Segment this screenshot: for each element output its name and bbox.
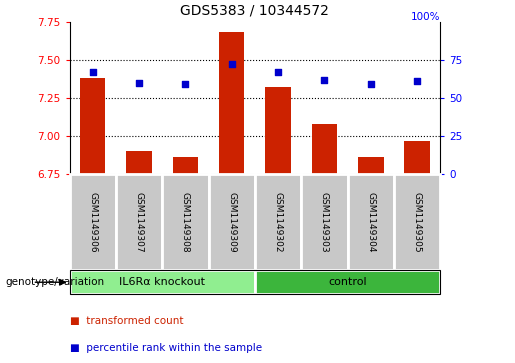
Point xyxy=(228,62,236,68)
Text: GSM1149303: GSM1149303 xyxy=(320,192,329,253)
Bar xyxy=(404,141,430,174)
Bar xyxy=(301,174,348,270)
Text: GSM1149307: GSM1149307 xyxy=(134,192,144,253)
Point xyxy=(89,69,97,75)
Bar xyxy=(70,174,116,270)
Text: genotype/variation: genotype/variation xyxy=(5,277,104,287)
Bar xyxy=(348,174,394,270)
Bar xyxy=(312,124,337,174)
Bar xyxy=(173,158,198,174)
Bar xyxy=(265,87,291,174)
Text: ■  transformed count: ■ transformed count xyxy=(70,316,183,326)
Bar xyxy=(358,158,384,174)
Point xyxy=(274,69,282,75)
Bar xyxy=(80,78,106,174)
Bar xyxy=(219,32,245,174)
Point xyxy=(181,81,190,87)
Bar xyxy=(209,174,255,270)
Title: GDS5383 / 10344572: GDS5383 / 10344572 xyxy=(180,4,330,18)
Text: control: control xyxy=(328,277,367,287)
Point xyxy=(320,77,329,83)
Text: GSM1149309: GSM1149309 xyxy=(227,192,236,253)
Bar xyxy=(162,174,209,270)
Text: GSM1149305: GSM1149305 xyxy=(413,192,422,253)
Bar xyxy=(255,270,440,294)
Text: IL6Rα knockout: IL6Rα knockout xyxy=(119,277,205,287)
Bar xyxy=(126,151,152,174)
Bar xyxy=(255,174,301,270)
Bar xyxy=(116,174,162,270)
Point xyxy=(367,81,375,87)
Text: GSM1149308: GSM1149308 xyxy=(181,192,190,253)
Point xyxy=(135,80,143,86)
Bar xyxy=(394,174,440,270)
Text: GSM1149302: GSM1149302 xyxy=(273,192,283,253)
Text: GSM1149304: GSM1149304 xyxy=(366,192,375,253)
Point xyxy=(413,78,421,84)
Text: ■  percentile rank within the sample: ■ percentile rank within the sample xyxy=(70,343,262,354)
Bar xyxy=(70,270,255,294)
Text: GSM1149306: GSM1149306 xyxy=(88,192,97,253)
Text: 100%: 100% xyxy=(411,12,440,22)
